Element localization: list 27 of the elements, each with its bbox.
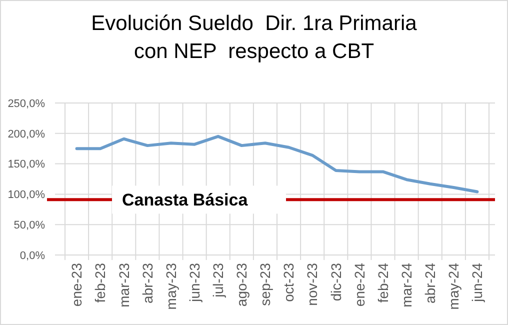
line-series bbox=[75, 134, 479, 194]
x-tick-label: may-24 bbox=[446, 262, 462, 310]
x-tick-label: ene-24 bbox=[351, 262, 368, 307]
y-tick-label: 0,0% bbox=[20, 250, 46, 262]
x-tick-label: may-23 bbox=[162, 262, 179, 310]
y-tick-label: 250,0% bbox=[8, 98, 46, 110]
x-tick-label: abr-24 bbox=[422, 262, 438, 304]
x-tick-label: abr-23 bbox=[139, 262, 156, 304]
y-tick-label: 50,0% bbox=[14, 219, 46, 232]
x-tick-label: feb-23 bbox=[92, 262, 108, 303]
x-tick-label: nov-23 bbox=[304, 262, 320, 306]
x-tick-label: jun-24 bbox=[469, 262, 486, 303]
x-tick-label: mar-23 bbox=[116, 262, 132, 308]
x-tick-label: jun-23 bbox=[186, 262, 202, 303]
y-tick-label: 200,0% bbox=[8, 128, 46, 140]
x-tick-label: oct-23 bbox=[280, 262, 297, 302]
y-tick-label: 150,0% bbox=[8, 158, 46, 171]
ref-line-label: Canasta Básica bbox=[122, 190, 248, 210]
x-tick-label: dic-23 bbox=[328, 262, 344, 302]
x-tick-label: mar-24 bbox=[398, 262, 414, 308]
x-tick-label: jul-23 bbox=[210, 262, 226, 298]
chart-title: Evolución Sueldo Dir. 1ra Primaria con NEP respecto a CBT bbox=[91, 12, 418, 63]
y-tick-label: 100,0% bbox=[8, 189, 46, 202]
x-tick-label: ene-23 bbox=[68, 262, 85, 307]
x-tick-label: sep-23 bbox=[257, 262, 274, 306]
x-tick-label: feb-24 bbox=[374, 262, 391, 303]
x-tick-label: ago-23 bbox=[234, 262, 250, 307]
